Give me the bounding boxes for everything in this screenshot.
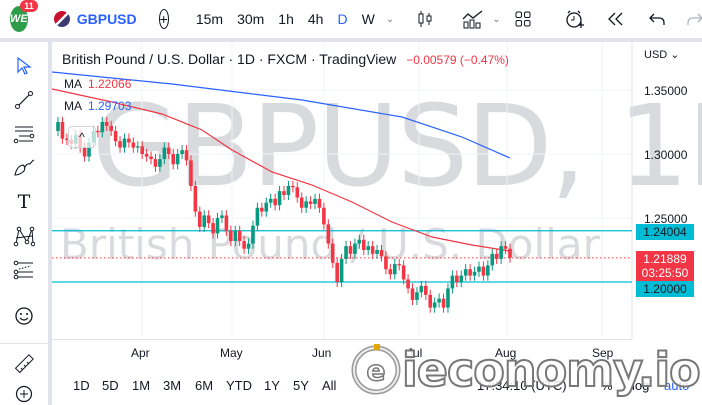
emoji-icon[interactable]: [12, 304, 36, 328]
timeframe-dropdown-icon[interactable]: ⌄: [385, 13, 395, 25]
ruler-icon[interactable]: [12, 352, 36, 376]
month-label: Jul: [407, 346, 423, 360]
chart-title: British Pound / U.S. Dollar · 1D · FXCM …: [62, 51, 397, 67]
range-1y[interactable]: 1Y: [264, 378, 280, 393]
time-axis[interactable]: Apr May Jun Jul Aug Sep: [52, 339, 632, 365]
layout-grid-icon[interactable]: [515, 11, 531, 27]
auto-toggle[interactable]: auto: [664, 378, 690, 393]
brand-text: ieconomy.io: [401, 342, 702, 398]
collapse-legend-button[interactable]: ^: [68, 126, 96, 148]
month-label: Apr: [131, 346, 150, 360]
price-label: 1.30000: [644, 148, 688, 162]
redo-icon[interactable]: [686, 12, 702, 26]
divider: [0, 343, 48, 344]
cursor-icon[interactable]: [12, 54, 36, 78]
symbol-search-button[interactable]: GBPUSD: [53, 11, 137, 27]
svg-text:e: e: [367, 354, 386, 387]
indicators-icon[interactable]: [462, 9, 484, 29]
gbp-usd-flag-icon: [53, 11, 70, 27]
month-label: Sep: [592, 346, 614, 360]
range-6m[interactable]: 6M: [195, 378, 214, 393]
bottom-toolbar: 1D 5D 1M 3M 6M YTD 1Y 5Y All 17:34:10 (U…: [52, 372, 702, 405]
symbol-name: GBPUSD: [76, 11, 137, 27]
ma-label: MA: [64, 99, 82, 113]
bar-countdown: 03:25:50: [641, 266, 689, 280]
avatar-text: WE: [10, 13, 28, 25]
top-toolbar: WE 11 GBPUSD + 15m 30m 1h 4h D W ⌄ ⌄: [0, 0, 702, 38]
price-label: 1.25000: [644, 212, 688, 226]
percent-toggle[interactable]: %: [601, 378, 613, 393]
zoom-in-icon[interactable]: [12, 382, 36, 405]
timeframe-d[interactable]: D: [337, 11, 348, 27]
utc-clock[interactable]: 17:34:10 (UTC): [477, 378, 567, 393]
last-price-tag: 1.21889 03:25:50: [636, 251, 694, 281]
ma-legend-slow[interactable]: MA 1.29703: [64, 99, 131, 113]
price-label: 1.35000: [644, 84, 688, 98]
pattern-icon[interactable]: [12, 224, 36, 248]
alert-icon[interactable]: [565, 9, 585, 29]
price-chart[interactable]: [52, 42, 702, 339]
ma-legend-fast[interactable]: MA 1.22066: [64, 77, 131, 91]
timeframe-4h[interactable]: 4h: [307, 11, 324, 27]
timeframe-w[interactable]: W: [361, 11, 375, 27]
trend-line-icon[interactable]: [12, 88, 36, 112]
range-1m[interactable]: 1M: [132, 378, 151, 393]
prediction-icon[interactable]: [12, 258, 36, 282]
brand-watermark: e ieconomy.io: [350, 340, 702, 400]
support-price-tag: 1.20000: [636, 281, 694, 297]
brush-icon[interactable]: [12, 156, 36, 180]
timeframe-15m[interactable]: 15m: [195, 11, 224, 27]
range-5y[interactable]: 5Y: [293, 378, 309, 393]
resistance-price-tag: 1.24004: [636, 224, 694, 240]
range-1d[interactable]: 1D: [73, 378, 90, 393]
brand-logo-icon: e: [351, 344, 401, 395]
candles-icon[interactable]: [416, 10, 434, 28]
month-label: Jun: [312, 346, 332, 360]
ma-value: 1.29703: [88, 99, 132, 113]
timeframe-1h[interactable]: 1h: [278, 11, 294, 27]
undo-icon[interactable]: [648, 12, 665, 26]
indicators-dropdown-icon[interactable]: ⌄: [492, 13, 501, 25]
timeframe-30m[interactable]: 30m: [237, 11, 265, 27]
last-price: 1.21889: [643, 252, 687, 266]
notification-badge: 11: [20, 0, 38, 12]
user-avatar[interactable]: WE 11: [10, 0, 38, 32]
ma-label: MA: [64, 77, 82, 91]
chart-legend: British Pound / U.S. Dollar · 1D · FXCM …: [62, 51, 509, 67]
month-label: Aug: [495, 346, 517, 360]
text-icon[interactable]: T: [17, 191, 31, 213]
price-change: −0.00579 (−0.47%): [406, 53, 509, 67]
add-symbol-icon[interactable]: +: [158, 9, 169, 29]
currency-selector[interactable]: USD ⌄: [644, 49, 680, 61]
month-label: May: [220, 346, 243, 360]
range-5d[interactable]: 5D: [102, 378, 119, 393]
replay-icon[interactable]: [607, 12, 625, 26]
range-3m[interactable]: 3M: [163, 378, 182, 393]
drawing-toolbar: T: [0, 42, 48, 405]
log-toggle[interactable]: log: [632, 378, 650, 393]
ma-value: 1.22066: [88, 77, 132, 91]
range-ytd[interactable]: YTD: [226, 378, 252, 393]
fib-retracement-icon[interactable]: [12, 122, 36, 146]
range-all[interactable]: All: [322, 378, 337, 393]
